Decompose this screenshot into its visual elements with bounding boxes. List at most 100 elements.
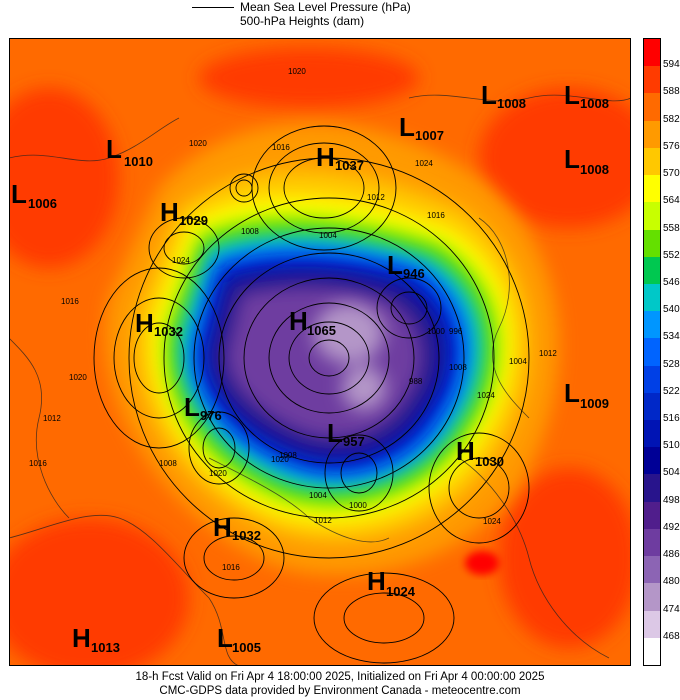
center-marker: H — [160, 197, 179, 227]
isobar-label: 1012 — [43, 414, 61, 423]
color-scale-tick: 564 — [663, 195, 680, 207]
center-marker: L — [399, 112, 415, 142]
forecast-valid-text: 18-h Fcst Valid on Fri Apr 4 18:00:00 20… — [135, 671, 545, 683]
isobar-label: 1016 — [427, 211, 445, 220]
isobar-label: 1020 — [271, 455, 289, 464]
isobar-label: 1008 — [159, 459, 177, 468]
data-credit-text: CMC-GDPS data provided by Environment Ca… — [159, 685, 521, 697]
isobar-label: 1024 — [172, 256, 190, 265]
isobar-label: 1000 — [349, 501, 367, 510]
isobar-label: 1024 — [477, 391, 495, 400]
color-scale-tick: 540 — [663, 304, 680, 316]
center-value: 957 — [343, 434, 365, 449]
isobar-label: 1012 — [367, 193, 385, 202]
color-scale-tick: 534 — [663, 331, 680, 343]
center-value: 1032 — [232, 528, 261, 543]
center-marker: L — [564, 378, 580, 408]
center-value: 1013 — [91, 640, 120, 655]
legend-line-swatch — [192, 7, 234, 8]
isobar-label: 1020 — [69, 373, 87, 382]
color-scale-segment — [644, 474, 660, 503]
isobar-label: 1004 — [309, 491, 327, 500]
isobar-label: 1004 — [319, 231, 337, 240]
isobar-label: 1020 — [288, 67, 306, 76]
isobar-label: 1012 — [539, 349, 557, 358]
color-scale-segment — [644, 93, 660, 122]
center-value: 1007 — [415, 128, 444, 143]
center-value: 1006 — [28, 196, 57, 211]
center-value: 1010 — [124, 154, 153, 169]
center-marker: H — [367, 566, 386, 596]
isobar-label: 1024 — [415, 159, 433, 168]
color-scale-segment — [644, 66, 660, 94]
center-value: 1065 — [307, 323, 336, 338]
center-marker: H — [135, 308, 154, 338]
height-field-588 — [9, 48, 631, 666]
center-value: 1008 — [497, 96, 526, 111]
color-scale-tick: 528 — [663, 358, 680, 370]
legend-mslp-label: Mean Sea Level Pressure (hPa) — [240, 0, 411, 14]
color-scale-tick: 510 — [663, 440, 680, 452]
center-marker: L — [481, 80, 497, 110]
center-value: 946 — [403, 266, 425, 281]
isobar-label: 1008 — [279, 451, 297, 460]
center-marker: L — [11, 179, 27, 209]
center-value: 976 — [200, 408, 222, 423]
color-scale-tick: 486 — [663, 549, 680, 561]
color-scale-segment — [644, 338, 660, 367]
center-value: 1030 — [475, 454, 504, 469]
color-scale-tick: 588 — [663, 86, 680, 98]
color-scale-segment — [644, 528, 660, 557]
color-scale-tick: 480 — [663, 576, 680, 588]
color-scale-segment — [644, 147, 660, 176]
center-value: 1024 — [386, 584, 416, 599]
isobar-label: 1000 — [427, 327, 445, 336]
center-marker: H — [72, 623, 91, 653]
color-scale-segment — [644, 365, 660, 394]
color-scale-tick: 468 — [663, 630, 680, 642]
center-marker: L — [106, 134, 122, 164]
color-scale-segment — [644, 392, 660, 421]
center-marker: L — [184, 392, 200, 422]
color-scale-segment — [644, 447, 660, 475]
pressure-centers: L 1010 L 1006 H 1029 H 1037 L 1007 L 100… — [11, 80, 609, 655]
center-marker: H — [456, 436, 475, 466]
isobar-label: 996 — [449, 327, 463, 336]
color-scale-tick: 594 — [663, 59, 680, 71]
color-scale-segment — [644, 501, 660, 530]
isobar-label: 1012 — [314, 516, 332, 525]
isobar-label: 1020 — [189, 139, 207, 148]
center-value: 1032 — [154, 324, 183, 339]
color-scale-tick: 474 — [663, 603, 680, 615]
color-scale-tick: 570 — [663, 168, 680, 180]
color-scale-segment — [644, 39, 660, 67]
color-scale-segment — [644, 120, 660, 149]
center-marker: L — [327, 418, 343, 448]
color-scale-tick: 582 — [663, 113, 680, 125]
height-field-474 — [314, 303, 386, 410]
center-marker: L — [217, 623, 233, 653]
color-scale-tick: 504 — [663, 467, 680, 479]
isobar-labels: 1020 1020 1016 1024 1008 1004 1012 1016 … — [29, 67, 557, 572]
plot-legend: Mean Sea Level Pressure (hPa) 500-hPa He… — [192, 0, 492, 34]
center-marker: H — [316, 142, 335, 172]
center-marker: H — [213, 512, 232, 542]
isobar-label: 1016 — [272, 143, 290, 152]
color-scale-tick: 498 — [663, 494, 680, 506]
color-scale-tick: 576 — [663, 140, 680, 152]
center-value: 1037 — [335, 158, 364, 173]
center-value: 1008 — [580, 162, 609, 177]
map-frame — [9, 38, 631, 666]
color-scale-tick: 516 — [663, 413, 680, 425]
color-scale-segment — [644, 202, 660, 230]
color-scale-bar — [643, 38, 661, 666]
color-scale-segment — [644, 556, 660, 584]
height-field-594 — [465, 551, 499, 575]
weather-map: L 1010 L 1006 H 1029 H 1037 L 1007 L 100… — [9, 38, 631, 666]
color-scale-segment — [644, 610, 660, 639]
isobar-label: 988 — [409, 377, 423, 386]
center-value: 1005 — [232, 640, 261, 655]
isobar-label: 1016 — [61, 297, 79, 306]
center-value: 1029 — [179, 213, 208, 228]
isobars — [93, 125, 530, 664]
